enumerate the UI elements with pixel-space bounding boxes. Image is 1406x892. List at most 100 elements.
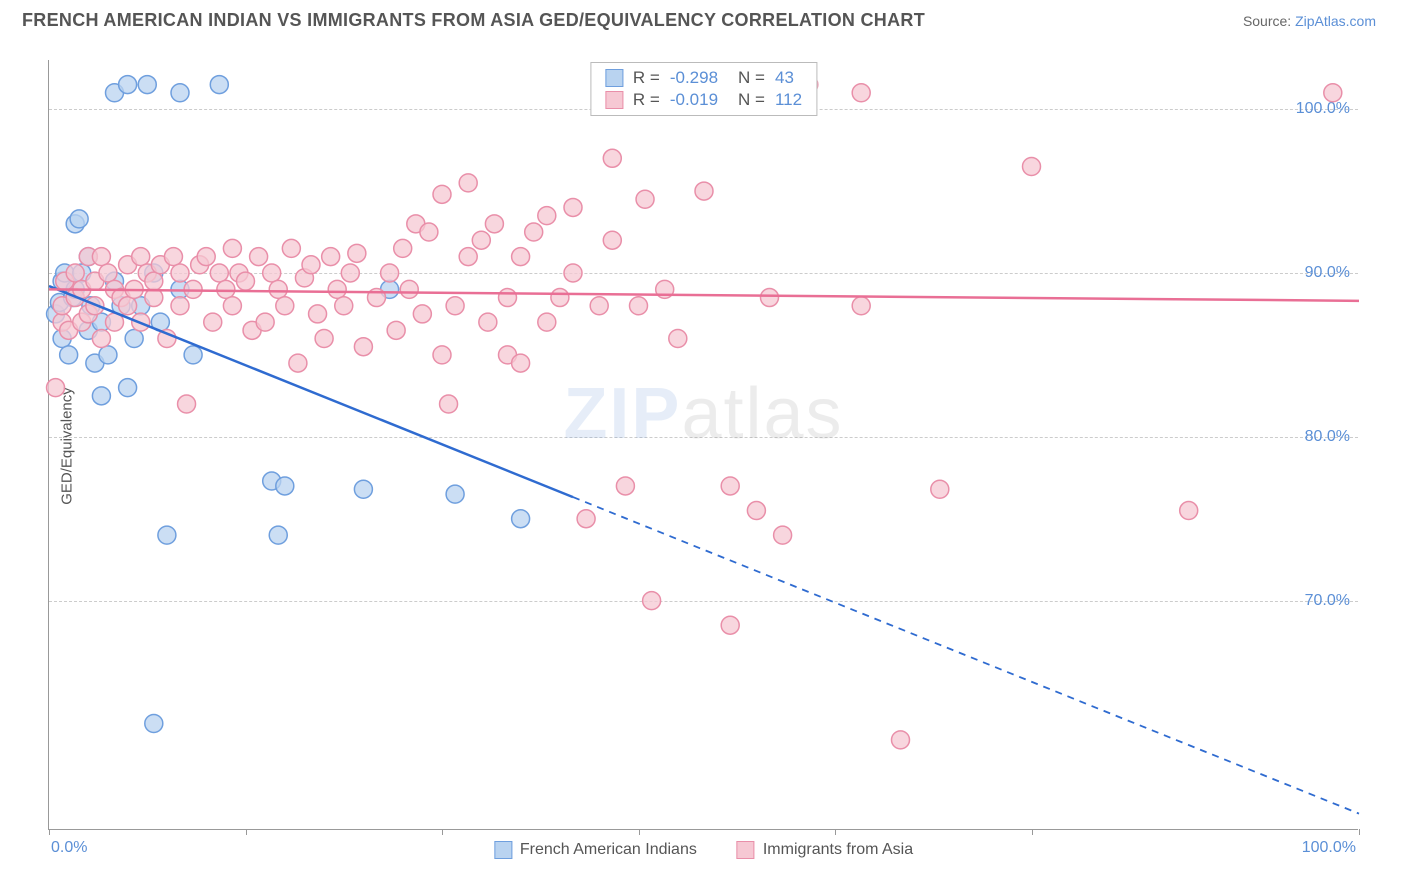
data-point bbox=[485, 215, 503, 233]
data-point bbox=[446, 485, 464, 503]
data-point bbox=[302, 256, 320, 274]
data-point bbox=[171, 264, 189, 282]
stat-n-value: 112 bbox=[775, 90, 802, 110]
stat-r-value: -0.298 bbox=[670, 68, 718, 88]
legend-item: French American Indians bbox=[494, 841, 697, 859]
data-point bbox=[341, 264, 359, 282]
source-link[interactable]: ZipAtlas.com bbox=[1295, 13, 1376, 29]
data-point bbox=[538, 207, 556, 225]
data-point bbox=[289, 354, 307, 372]
data-point bbox=[250, 248, 268, 266]
data-point bbox=[276, 297, 294, 315]
x-tick bbox=[442, 829, 443, 835]
data-point bbox=[446, 297, 464, 315]
source-prefix: Source: bbox=[1243, 13, 1295, 29]
data-point bbox=[590, 297, 608, 315]
data-point bbox=[223, 239, 241, 257]
data-point bbox=[459, 174, 477, 192]
data-point bbox=[538, 313, 556, 331]
data-point bbox=[459, 248, 477, 266]
stat-r-label: R = bbox=[633, 90, 660, 110]
data-point bbox=[387, 321, 405, 339]
data-point bbox=[761, 289, 779, 307]
data-point bbox=[315, 330, 333, 348]
data-point bbox=[630, 297, 648, 315]
x-tick bbox=[835, 829, 836, 835]
data-point bbox=[92, 248, 110, 266]
x-tick bbox=[1032, 829, 1033, 835]
data-point bbox=[66, 264, 84, 282]
chart-title: FRENCH AMERICAN INDIAN VS IMMIGRANTS FRO… bbox=[22, 10, 925, 31]
data-point bbox=[394, 239, 412, 257]
data-point bbox=[852, 297, 870, 315]
data-point bbox=[512, 354, 530, 372]
data-point bbox=[420, 223, 438, 241]
stats-row: R =-0.019N =112 bbox=[605, 89, 802, 111]
data-point bbox=[217, 280, 235, 298]
data-point bbox=[184, 346, 202, 364]
data-point bbox=[413, 305, 431, 323]
data-point bbox=[70, 210, 88, 228]
data-point bbox=[204, 313, 222, 331]
data-point bbox=[479, 313, 497, 331]
stat-n-value: 43 bbox=[775, 68, 794, 88]
data-point bbox=[433, 185, 451, 203]
legend-swatch bbox=[605, 69, 623, 87]
data-point bbox=[145, 715, 163, 733]
data-point bbox=[512, 510, 530, 528]
data-point bbox=[1324, 84, 1342, 102]
data-point bbox=[354, 480, 372, 498]
data-point bbox=[210, 76, 228, 94]
data-point bbox=[269, 526, 287, 544]
data-point bbox=[145, 272, 163, 290]
data-point bbox=[512, 248, 530, 266]
x-tick bbox=[49, 829, 50, 835]
data-point bbox=[381, 264, 399, 282]
data-point bbox=[322, 248, 340, 266]
data-point bbox=[564, 264, 582, 282]
stat-n-label: N = bbox=[738, 90, 765, 110]
data-point bbox=[256, 313, 274, 331]
data-point bbox=[263, 264, 281, 282]
data-point bbox=[92, 387, 110, 405]
data-point bbox=[99, 264, 117, 282]
legend: French American IndiansImmigrants from A… bbox=[494, 841, 913, 859]
data-point bbox=[171, 84, 189, 102]
x-axis-start-label: 0.0% bbox=[51, 839, 87, 857]
stat-r-label: R = bbox=[633, 68, 660, 88]
data-point bbox=[721, 616, 739, 634]
data-point bbox=[472, 231, 490, 249]
data-point bbox=[119, 379, 137, 397]
data-point bbox=[47, 379, 65, 397]
legend-swatch bbox=[737, 841, 755, 859]
data-point bbox=[335, 297, 353, 315]
data-point bbox=[616, 477, 634, 495]
data-point bbox=[499, 289, 517, 307]
data-point bbox=[931, 480, 949, 498]
data-point bbox=[171, 297, 189, 315]
trend-line bbox=[49, 289, 1359, 300]
data-point bbox=[1023, 157, 1041, 175]
data-point bbox=[197, 248, 215, 266]
data-point bbox=[328, 280, 346, 298]
x-tick bbox=[246, 829, 247, 835]
x-axis-end-label: 100.0% bbox=[1302, 839, 1356, 857]
source-attribution: Source: ZipAtlas.com bbox=[1243, 13, 1376, 29]
data-point bbox=[551, 289, 569, 307]
data-point bbox=[433, 346, 451, 364]
data-point bbox=[747, 502, 765, 520]
data-point bbox=[564, 198, 582, 216]
data-point bbox=[99, 346, 117, 364]
data-point bbox=[125, 330, 143, 348]
data-point bbox=[354, 338, 372, 356]
data-point bbox=[774, 526, 792, 544]
stats-row: R =-0.298N =43 bbox=[605, 67, 802, 89]
data-point bbox=[92, 330, 110, 348]
scatter-plot-svg bbox=[49, 60, 1358, 829]
x-tick bbox=[639, 829, 640, 835]
data-point bbox=[223, 297, 241, 315]
data-point bbox=[269, 280, 287, 298]
correlation-stats-box: R =-0.298N =43R =-0.019N =112 bbox=[590, 62, 817, 116]
data-point bbox=[603, 149, 621, 167]
data-point bbox=[348, 244, 366, 262]
